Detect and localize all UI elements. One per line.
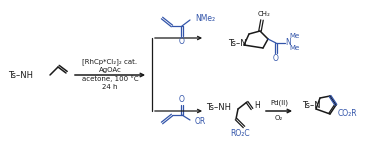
Text: AgOAc: AgOAc [99, 67, 121, 73]
Text: Me: Me [290, 33, 300, 39]
Text: O₂: O₂ [275, 115, 283, 121]
Text: RO₂C: RO₂C [230, 129, 250, 138]
Text: Pd(II): Pd(II) [270, 100, 288, 106]
Text: Me: Me [290, 45, 300, 51]
Text: 24 h: 24 h [102, 84, 118, 90]
Text: O: O [179, 95, 185, 104]
Text: CO₂R: CO₂R [338, 108, 358, 118]
Text: acetone, 100 °C: acetone, 100 °C [82, 76, 138, 82]
Text: Ts–N: Ts–N [302, 101, 321, 110]
Text: Ts–N: Ts–N [228, 39, 246, 47]
Text: [RhCp*Cl₂]₂ cat.: [RhCp*Cl₂]₂ cat. [82, 59, 138, 65]
Text: O: O [179, 37, 185, 45]
Text: CH₂: CH₂ [257, 11, 270, 17]
Text: Ts–NH: Ts–NH [8, 71, 33, 80]
Text: OR: OR [195, 118, 206, 127]
Text: Ts–NH: Ts–NH [206, 103, 231, 112]
Text: H: H [254, 101, 260, 110]
Text: O: O [273, 54, 279, 62]
Text: N: N [285, 37, 291, 47]
Text: NMe₂: NMe₂ [195, 13, 215, 22]
